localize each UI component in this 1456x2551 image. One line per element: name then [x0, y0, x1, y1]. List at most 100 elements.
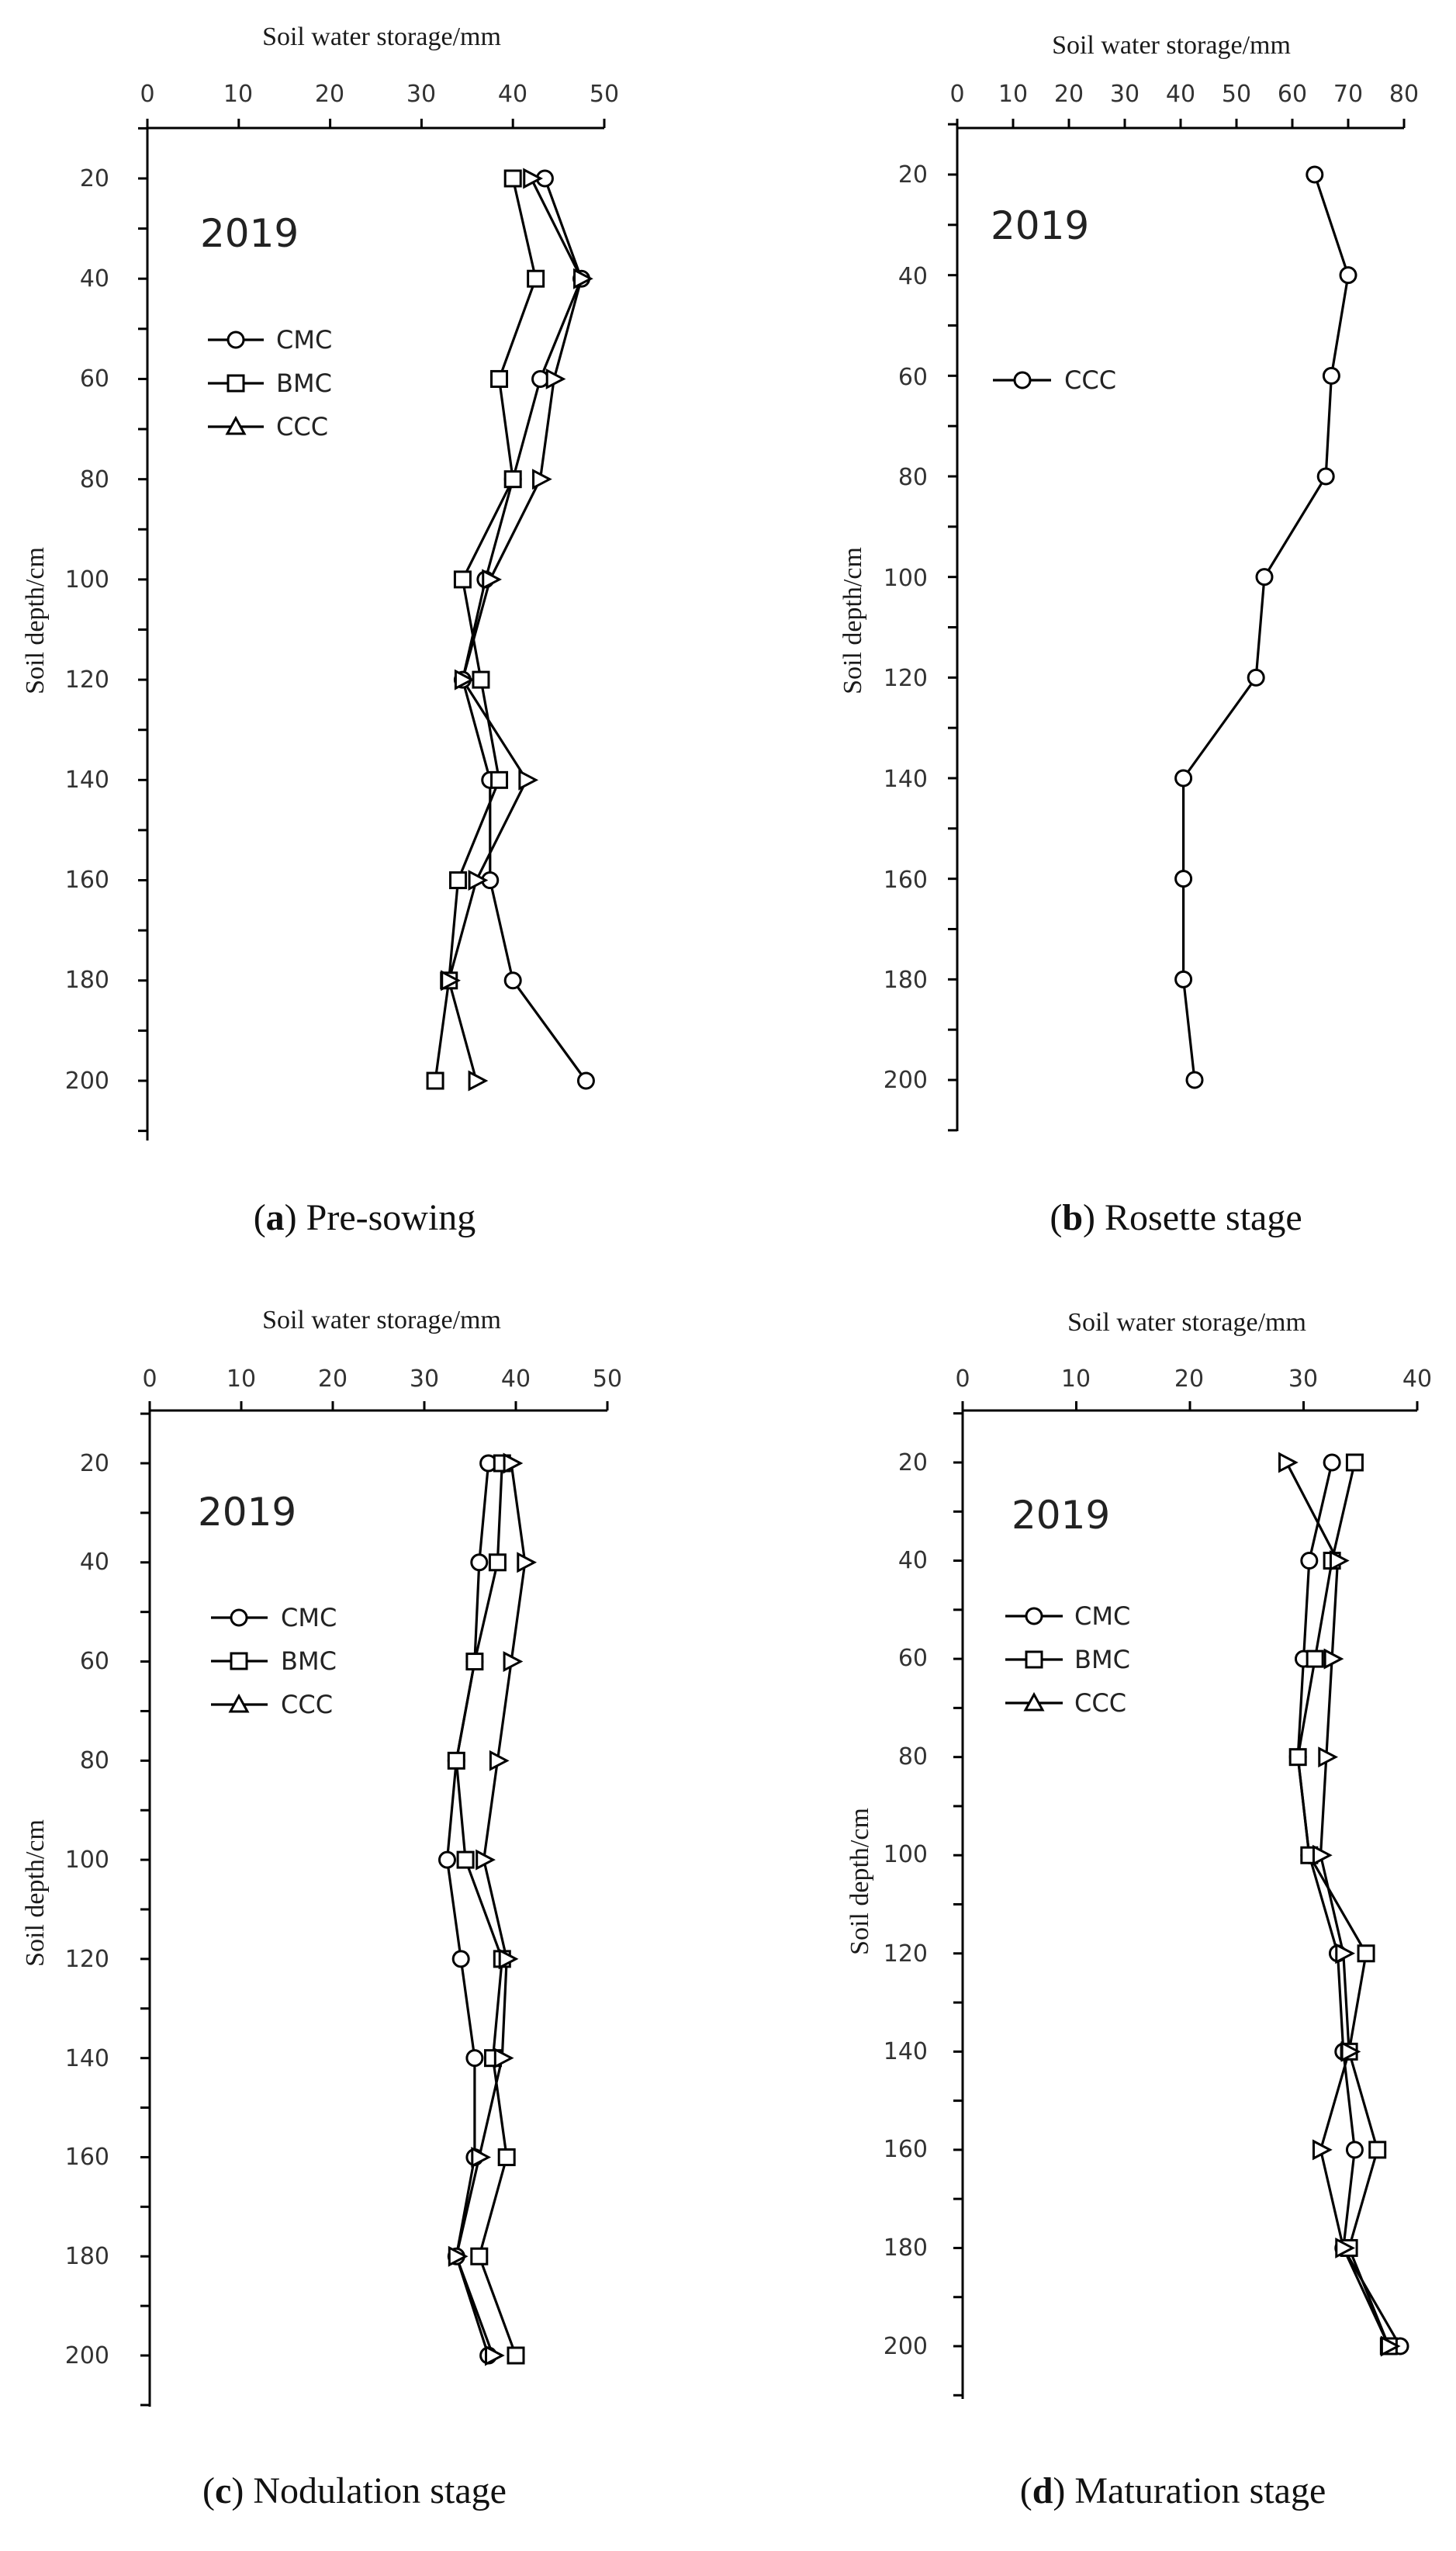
y-axis-title-label: Soil depth [21, 587, 50, 694]
y-tick-label: 200 [65, 1068, 109, 1095]
y-axis-title: Soil depth/cm [21, 1819, 50, 1967]
caption-letter: b [1062, 1197, 1083, 1238]
x-tick-label: 70 [1333, 81, 1363, 108]
axes [948, 119, 1406, 1132]
y-tick-labels: 20 40 60 80 100 120 140 160 180 200 [65, 165, 109, 1095]
data-point-circle [470, 1553, 489, 1572]
caption-letter: a [266, 1197, 285, 1238]
x-tick-label: 10 [223, 81, 253, 108]
y-tick-label: 140 [884, 766, 928, 793]
data-point-triangle [518, 769, 539, 791]
data-point-square [449, 871, 468, 890]
y-axis-title-label: Soil depth [839, 587, 867, 694]
legend-marker-triangle [228, 1693, 250, 1713]
y-tick-label: 20 [898, 161, 928, 189]
panel-caption: (c) Nodulation stage [202, 2470, 507, 2511]
data-point-triangle [448, 2245, 469, 2267]
y-tick-label: 80 [898, 1743, 928, 1770]
panel-a: Soil water storage/mm 0 10 20 30 40 50 2… [21, 22, 619, 1238]
data-point-square [503, 470, 522, 489]
x-axis-title-label: Soil water storage [1067, 1308, 1258, 1337]
data-point-square [1368, 2141, 1387, 2159]
x-tick-label: 20 [318, 1365, 348, 1393]
axes [953, 1401, 1419, 2399]
data-point-circle [451, 1950, 470, 1968]
data-point-triangle [573, 268, 593, 289]
y-axis-title: Soil depth/cm [839, 547, 867, 694]
x-tick-label: 30 [1288, 1365, 1318, 1393]
data-point-square [488, 1553, 507, 1572]
panel-caption: (a) Pre-sowing [254, 1197, 476, 1238]
y-tick-label: 60 [80, 1648, 109, 1675]
y-tick-label: 20 [80, 165, 109, 192]
data-point-triangle [1380, 2335, 1401, 2357]
series-line-ccc [455, 1462, 527, 2356]
x-tick-label: 0 [949, 81, 964, 108]
data-point-triangle [476, 1849, 496, 1871]
legend-label-ccc: CCC [276, 412, 328, 441]
data-point-square [507, 2346, 525, 2365]
data-point-square [490, 369, 509, 388]
x-tick-label: 50 [590, 81, 619, 108]
legend-entry-bmc: BMC [208, 369, 332, 398]
y-tick-label: 160 [884, 2136, 928, 2163]
y-tick-label: 80 [80, 466, 109, 493]
legend-entry-bmc: BMC [211, 1646, 337, 1676]
series-line-ccc [1285, 1462, 1390, 2347]
legend-entry-cmc: CMC [211, 1603, 337, 1632]
x-tick-label: 10 [1061, 1365, 1091, 1393]
x-tick-label: 0 [140, 81, 154, 108]
series-layer [426, 168, 595, 1092]
data-point-triangle [1340, 2040, 1361, 2062]
legend-label-cmc: CMC [1074, 1601, 1130, 1631]
legend-label-cmc: CMC [276, 325, 332, 355]
y-tick-label: 140 [65, 2045, 109, 2072]
data-point-circle [1322, 366, 1340, 385]
data-point-triangle [503, 1651, 524, 1673]
x-axis-title-unit: /mm [453, 22, 501, 51]
series-layer [1278, 1452, 1409, 2357]
data-point-triangle [468, 870, 489, 891]
data-point-circle [1255, 568, 1274, 587]
data-point-circle [1300, 1552, 1319, 1570]
x-tick-label: 50 [593, 1365, 622, 1393]
legend-marker-triangle [225, 415, 247, 435]
y-axis-title-unit: /cm [846, 1808, 874, 1847]
data-point-circle [465, 2049, 484, 2068]
series-line-cmc [461, 178, 587, 1082]
caption-text: Maturation stage [1065, 2470, 1326, 2511]
caption-letter: d [1032, 2470, 1053, 2511]
x-tick-label: 0 [142, 1365, 157, 1393]
x-tick-label: 10 [998, 81, 1028, 108]
data-point-circle [1247, 668, 1265, 687]
x-tick-label: 40 [501, 1365, 531, 1393]
x-axis-title-label: Soil water storage [262, 1306, 453, 1334]
data-point-circle [1174, 769, 1193, 787]
x-tick-label: 20 [315, 81, 344, 108]
data-point-triangle [485, 2345, 505, 2366]
legend-entry-cmc: CMC [1005, 1601, 1130, 1631]
year-label: 2019 [200, 211, 299, 256]
data-point-square [1288, 1748, 1307, 1767]
data-point-circle [1174, 970, 1193, 988]
y-tick-label: 120 [65, 1946, 109, 1973]
data-point-triangle [493, 2047, 514, 2069]
y-axis-title-unit: /cm [839, 547, 867, 587]
panel-b: Soil water storage/mm 0 10 20 30 40 50 6… [839, 31, 1419, 1238]
legend: CMC BMC CCC [1005, 1601, 1130, 1718]
y-tick-label: 120 [884, 1940, 928, 1968]
series-markers-ccc [441, 168, 593, 1092]
axes [140, 1401, 609, 2407]
x-axis-title-unit: /mm [453, 1306, 501, 1334]
legend-label-bmc: BMC [1074, 1645, 1130, 1674]
series-line-ccc [1181, 174, 1350, 1081]
series-markers-ccc [1278, 1452, 1401, 2357]
series-markers-bmc [1288, 1453, 1398, 2355]
x-axis-title-unit: /mm [1258, 1308, 1306, 1337]
y-tick-label: 40 [898, 1547, 928, 1574]
data-point-circle [1185, 1071, 1204, 1089]
y-tick-label: 180 [884, 2234, 928, 2262]
year-label: 2019 [1012, 1493, 1110, 1538]
legend: CMC BMC CCC [208, 325, 332, 441]
x-tick-label: 20 [1054, 81, 1084, 108]
